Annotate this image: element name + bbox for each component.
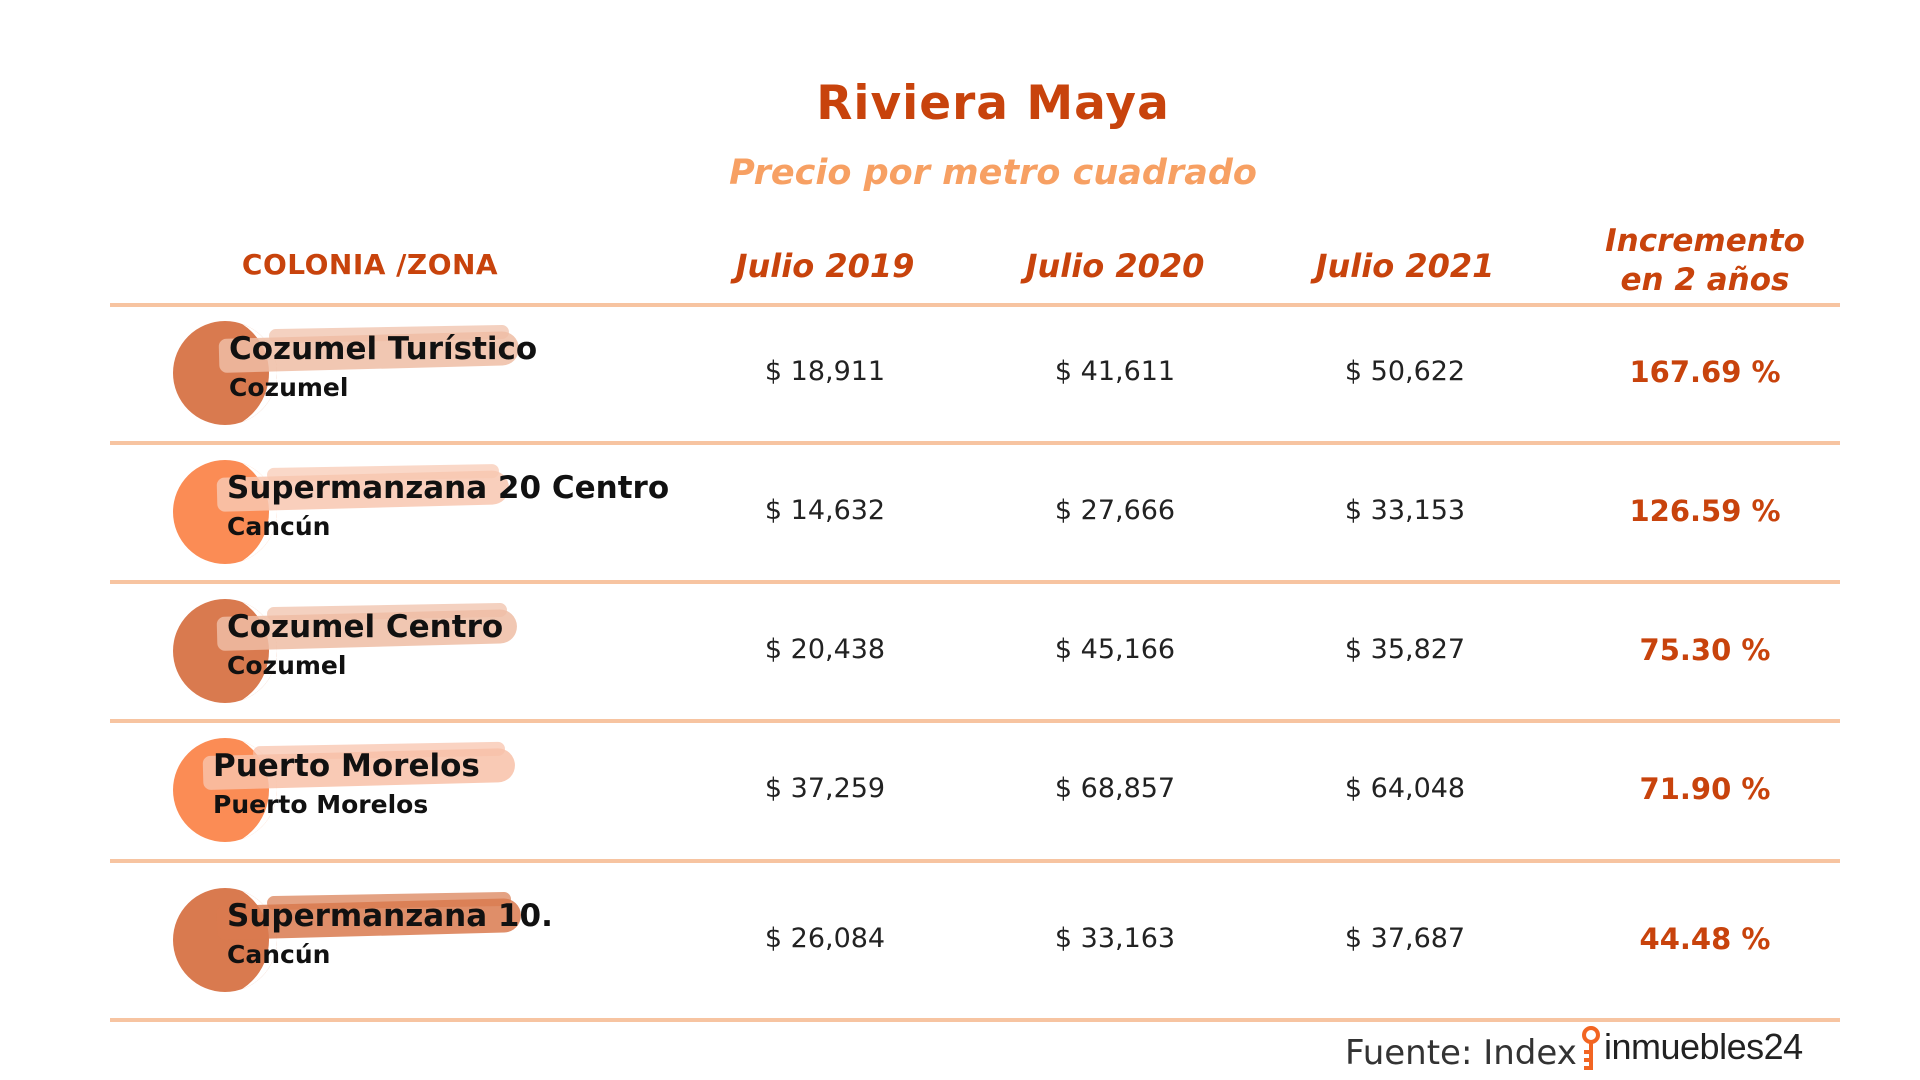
row-divider bbox=[110, 580, 1840, 584]
page-title: Riviera Maya bbox=[816, 76, 1170, 131]
zone-name: Supermanzana 10. bbox=[227, 897, 553, 934]
increment-cell: 167.69 % bbox=[1629, 354, 1781, 389]
row-divider bbox=[110, 719, 1840, 723]
zone-city: Cozumel bbox=[227, 650, 347, 680]
price-cell-julio-2021: $ 35,827 bbox=[1344, 633, 1466, 665]
header-zone: COLONIA /ZONA bbox=[241, 248, 499, 281]
increment-cell: 126.59 % bbox=[1629, 493, 1781, 528]
header-increment: Incremento en 2 años bbox=[1565, 222, 1845, 300]
price-cell-julio-2021: $ 37,687 bbox=[1344, 922, 1466, 954]
price-cell-julio-2020: $ 27,666 bbox=[1054, 494, 1176, 526]
zone-city: Puerto Morelos bbox=[213, 790, 429, 819]
price-cell-julio-2019: $ 18,911 bbox=[764, 355, 886, 387]
zone-city: Cancún bbox=[227, 511, 331, 541]
header-julio-2021: Julio 2021 bbox=[1315, 247, 1495, 285]
source-label: Fuente: Index bbox=[1345, 1033, 1577, 1073]
logo-text: inmuebles24 bbox=[1604, 1026, 1803, 1067]
zone-name: Cozumel Centro bbox=[227, 608, 504, 645]
increment-cell: 71.90 % bbox=[1639, 772, 1771, 806]
page-subtitle: Precio por metro cuadrado bbox=[729, 153, 1257, 193]
zone-name: Puerto Morelos bbox=[213, 748, 480, 784]
zone-city: Cancún bbox=[227, 939, 331, 969]
price-cell-julio-2019: $ 26,084 bbox=[764, 922, 886, 954]
header-julio-2020: Julio 2020 bbox=[1025, 247, 1205, 285]
key-pin-icon bbox=[1582, 1026, 1600, 1070]
header-increment-line2: en 2 años bbox=[1620, 262, 1790, 298]
price-cell-julio-2021: $ 64,048 bbox=[1344, 773, 1466, 804]
inmuebles24-logo: inmuebles24 bbox=[1580, 1024, 1840, 1074]
header-divider bbox=[110, 303, 1840, 307]
increment-cell: 75.30 % bbox=[1639, 632, 1771, 667]
price-cell-julio-2021: $ 33,153 bbox=[1344, 494, 1466, 526]
row-divider bbox=[110, 441, 1840, 445]
price-cell-julio-2019: $ 20,438 bbox=[764, 633, 886, 665]
zone-city: Cozumel bbox=[229, 372, 349, 402]
zone-name: Cozumel Turístico bbox=[229, 330, 538, 367]
row-divider bbox=[110, 859, 1840, 863]
increment-cell: 44.48 % bbox=[1639, 921, 1771, 956]
price-cell-julio-2020: $ 33,163 bbox=[1054, 922, 1176, 954]
header-julio-2019: Julio 2019 bbox=[735, 247, 915, 285]
price-cell-julio-2020: $ 68,857 bbox=[1054, 773, 1176, 804]
price-cell-julio-2020: $ 41,611 bbox=[1054, 355, 1176, 387]
row-divider bbox=[110, 1018, 1840, 1022]
price-cell-julio-2021: $ 50,622 bbox=[1344, 355, 1466, 387]
price-cell-julio-2019: $ 37,259 bbox=[764, 773, 886, 804]
price-cell-julio-2020: $ 45,166 bbox=[1054, 633, 1176, 665]
header-increment-line1: Incremento bbox=[1605, 223, 1805, 259]
zone-name: Supermanzana 20 Centro bbox=[227, 469, 670, 506]
price-cell-julio-2019: $ 14,632 bbox=[764, 494, 886, 526]
